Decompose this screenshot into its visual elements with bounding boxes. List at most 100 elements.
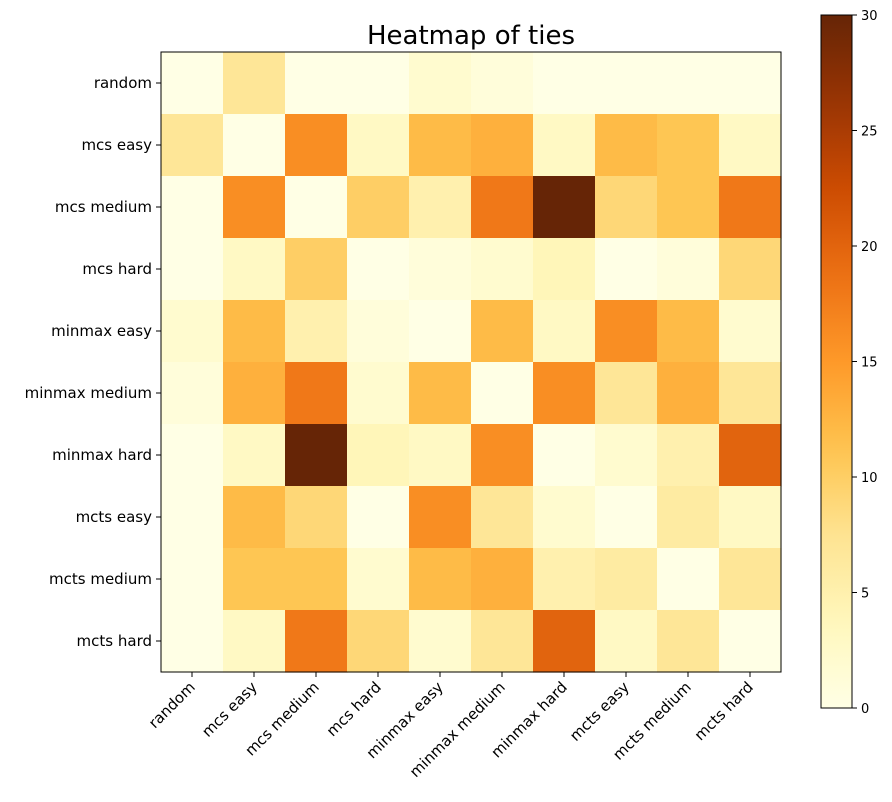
heatmap-cell: [161, 610, 224, 673]
heatmap-cell: [409, 486, 472, 549]
y-tick-label: mcs easy: [81, 136, 152, 154]
heatmap-cell: [409, 52, 472, 115]
heatmap-cell: [471, 238, 534, 301]
heatmap-cell: [409, 424, 472, 487]
heatmap-cell: [595, 114, 658, 177]
heatmap-cell: [285, 52, 348, 115]
colorbar-tick-label: 15: [861, 356, 878, 371]
heatmap-cell: [719, 176, 782, 239]
heatmap-cell: [533, 486, 596, 549]
heatmap-cell: [285, 424, 348, 487]
heatmap-cell: [719, 114, 782, 177]
colorbar-tick-label: 5: [861, 587, 869, 602]
heatmap-cell: [223, 300, 286, 363]
colorbar: [820, 14, 853, 709]
heatmap-cell: [161, 238, 224, 301]
heatmap-cell: [409, 610, 472, 673]
heatmap-cell: [409, 114, 472, 177]
heatmap-cell: [347, 610, 410, 673]
heatmap-cell: [285, 300, 348, 363]
heatmap-cell: [285, 548, 348, 611]
y-tick-label: minmax hard: [52, 446, 152, 464]
heatmap-cell: [595, 238, 658, 301]
heatmap-cell: [347, 486, 410, 549]
heatmap-cell: [223, 610, 286, 673]
x-tick-label: mcts hard: [691, 678, 757, 744]
colorbar-tick-label: 25: [861, 125, 878, 140]
heatmap-cell: [161, 486, 224, 549]
x-tick-label: mcs hard: [323, 678, 385, 740]
heatmap-cell: [471, 486, 534, 549]
heatmap-cell: [161, 362, 224, 425]
chart-title: Heatmap of ties: [367, 21, 575, 51]
heatmap-cell: [533, 424, 596, 487]
heatmap-cell: [533, 610, 596, 673]
x-tick-label: random: [145, 678, 199, 732]
y-tick-label: mcts medium: [49, 570, 152, 588]
heatmap-cell: [347, 176, 410, 239]
heatmap-cell: [161, 52, 224, 115]
heatmap-cell: [347, 52, 410, 115]
heatmap-cell: [161, 424, 224, 487]
heatmap-cell: [595, 300, 658, 363]
heatmap-cell: [409, 300, 472, 363]
heatmap-cell: [223, 424, 286, 487]
heatmap-cell: [595, 176, 658, 239]
heatmap-cell: [595, 52, 658, 115]
heatmap-cell: [657, 424, 720, 487]
heatmap-cell: [657, 52, 720, 115]
colorbar-axis: 0 5 10 15 20 25 30: [852, 9, 878, 717]
heatmap-cell: [719, 548, 782, 611]
heatmap-cell: [533, 300, 596, 363]
heatmap-cell: [533, 548, 596, 611]
heatmap-cell: [657, 176, 720, 239]
colorbar-tick-label: 20: [861, 240, 878, 255]
heatmap-cell: [161, 548, 224, 611]
y-axis: random mcs easy mcs medium mcs hard minmax e…: [25, 74, 161, 650]
heatmap-cell: [347, 238, 410, 301]
heatmap-cells: [161, 52, 782, 673]
heatmap-cell: [719, 610, 782, 673]
y-tick-label: mcts easy: [76, 508, 153, 526]
heatmap-cell: [657, 114, 720, 177]
heatmap-cell: [161, 176, 224, 239]
heatmap-cell: [657, 238, 720, 301]
x-tick-label: mcts easy: [566, 678, 633, 745]
colorbar-tick-label: 0: [861, 702, 869, 717]
y-tick-label: mcs medium: [55, 198, 152, 216]
heatmap-cell: [471, 610, 534, 673]
heatmap-cell: [285, 238, 348, 301]
heatmap-cell: [471, 176, 534, 239]
heatmap-cell: [285, 176, 348, 239]
heatmap-cell: [533, 238, 596, 301]
heatmap-cell: [285, 114, 348, 177]
x-tick-label: mcs easy: [198, 678, 261, 741]
heatmap-cell: [719, 362, 782, 425]
heatmap-cell: [223, 52, 286, 115]
heatmap-cell: [285, 486, 348, 549]
y-tick-label: minmax medium: [25, 384, 152, 402]
colorbar-tick-label: 10: [861, 471, 878, 486]
y-tick-label: mcts hard: [77, 632, 152, 650]
heatmap-cell: [347, 300, 410, 363]
heatmap-cell: [471, 300, 534, 363]
heatmap-cell: [719, 424, 782, 487]
heatmap-cell: [471, 362, 534, 425]
heatmap-cell: [595, 610, 658, 673]
heatmap-cell: [471, 114, 534, 177]
heatmap-cell: [657, 610, 720, 673]
heatmap-cell: [595, 424, 658, 487]
heatmap-cell: [223, 548, 286, 611]
heatmap-cell: [595, 548, 658, 611]
heatmap-cell: [719, 52, 782, 115]
y-tick-label: mcs hard: [82, 260, 152, 278]
heatmap-cell: [595, 362, 658, 425]
heatmap-cell: [719, 300, 782, 363]
heatmap-cell: [223, 362, 286, 425]
y-tick-label: minmax easy: [51, 322, 152, 340]
heatmap-cell: [657, 362, 720, 425]
heatmap-cell: [223, 176, 286, 239]
heatmap-cell: [285, 610, 348, 673]
